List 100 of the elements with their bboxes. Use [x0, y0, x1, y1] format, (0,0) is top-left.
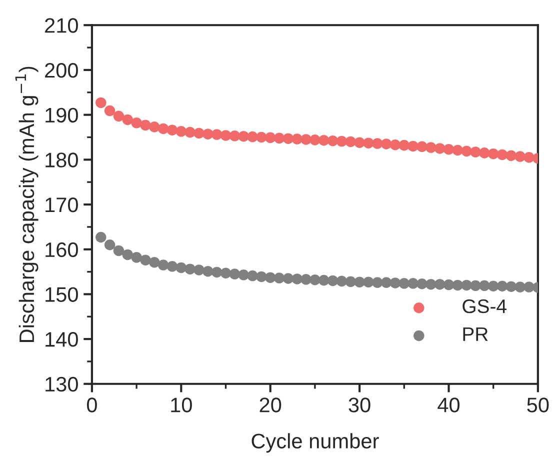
point [202, 266, 214, 277]
y-tick-label: 150 [46, 287, 78, 302]
point [488, 280, 499, 292]
point [443, 279, 454, 290]
point [282, 133, 294, 144]
point [131, 118, 142, 128]
point [194, 128, 204, 139]
point [390, 278, 401, 288]
point [149, 256, 160, 268]
point [104, 105, 116, 116]
point [470, 280, 481, 292]
point [247, 131, 258, 142]
point [327, 275, 338, 286]
point [488, 148, 499, 160]
point [264, 132, 276, 144]
point [363, 138, 374, 148]
y-tick-label: 170 [46, 198, 78, 212]
point [416, 141, 428, 152]
point [247, 270, 258, 282]
point [372, 277, 383, 288]
point [514, 151, 526, 162]
point [452, 280, 464, 291]
x-tick-label: 50 [527, 398, 549, 412]
point [479, 148, 490, 158]
point [380, 138, 392, 150]
point [113, 110, 124, 122]
point [416, 278, 428, 290]
y-tick-label: 190 [46, 108, 78, 123]
point [184, 264, 196, 274]
point [363, 276, 374, 288]
point [176, 126, 187, 137]
point [292, 134, 302, 144]
point [211, 266, 222, 278]
point [452, 144, 464, 156]
point [345, 276, 356, 288]
point [229, 268, 240, 280]
point [398, 278, 410, 289]
point [166, 261, 178, 272]
point [461, 280, 472, 291]
point [220, 130, 232, 141]
point [461, 146, 472, 157]
point [158, 260, 169, 270]
point [274, 132, 285, 144]
point [479, 280, 490, 292]
point [354, 276, 365, 288]
point [496, 149, 508, 160]
point [238, 270, 249, 280]
point [524, 282, 534, 292]
point [408, 140, 418, 152]
x-tick-label: 40 [438, 398, 460, 412]
point [372, 138, 383, 149]
y-tick-label: 160 [46, 242, 78, 258]
point [149, 122, 160, 132]
point [140, 120, 151, 131]
point [434, 278, 446, 290]
y-tick-label: 210 [45, 18, 78, 33]
x-tick-label: 20 [260, 398, 282, 412]
point [380, 277, 392, 288]
point [211, 129, 222, 140]
point [398, 140, 410, 151]
point [166, 124, 178, 136]
point [274, 272, 285, 284]
legend-label: GS-4 [462, 299, 506, 314]
point [354, 137, 365, 148]
point [220, 268, 232, 278]
point [408, 278, 418, 289]
point [310, 134, 320, 146]
point [345, 136, 356, 148]
point [122, 114, 134, 126]
point [506, 281, 517, 292]
point [113, 245, 124, 256]
point [318, 135, 330, 146]
y-tick-label: 130 [46, 376, 78, 392]
point [122, 249, 134, 260]
point [470, 146, 481, 158]
x-axis-title: Cycle number [252, 433, 379, 453]
y-axis-title: Discharge capacity (mAh g$^{−1}$) [15, 66, 38, 342]
point [176, 262, 187, 274]
point [390, 139, 401, 150]
x-tick-label: 30 [348, 398, 370, 412]
point [426, 142, 436, 153]
point [310, 274, 320, 286]
x-tick-label: 10 [171, 398, 192, 412]
point [524, 152, 534, 163]
point [327, 135, 338, 146]
y-tick-label: 140 [46, 332, 78, 347]
y-tick-label: 200 [45, 62, 78, 78]
point [514, 282, 526, 292]
point [104, 239, 116, 250]
point [229, 130, 240, 142]
point [256, 132, 267, 143]
point [96, 97, 106, 108]
point [96, 232, 106, 243]
point [336, 136, 348, 147]
point [426, 278, 436, 290]
point [282, 273, 294, 284]
point [292, 274, 302, 284]
point [443, 144, 454, 155]
x-tick-label: 0 [86, 398, 97, 412]
point [336, 276, 348, 287]
